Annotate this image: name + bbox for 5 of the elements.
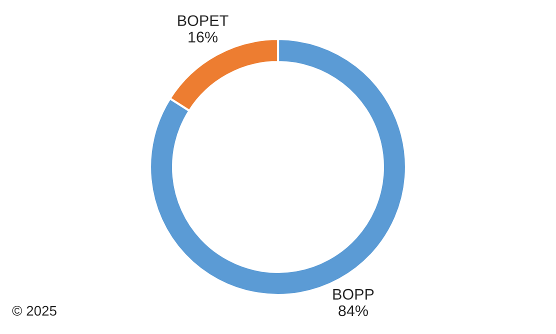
data-label: 84% [338, 305, 368, 316]
text: © 2025 [12, 306, 56, 316]
slice-label: BOPP [333, 288, 374, 300]
data-label: 16% [188, 32, 218, 42]
slice-label: BOPET [178, 15, 228, 26]
